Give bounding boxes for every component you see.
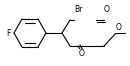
Text: O: O — [79, 50, 85, 58]
Text: Br: Br — [74, 5, 82, 15]
Text: O: O — [104, 5, 110, 15]
Text: O: O — [116, 23, 122, 32]
Text: F: F — [6, 29, 10, 37]
